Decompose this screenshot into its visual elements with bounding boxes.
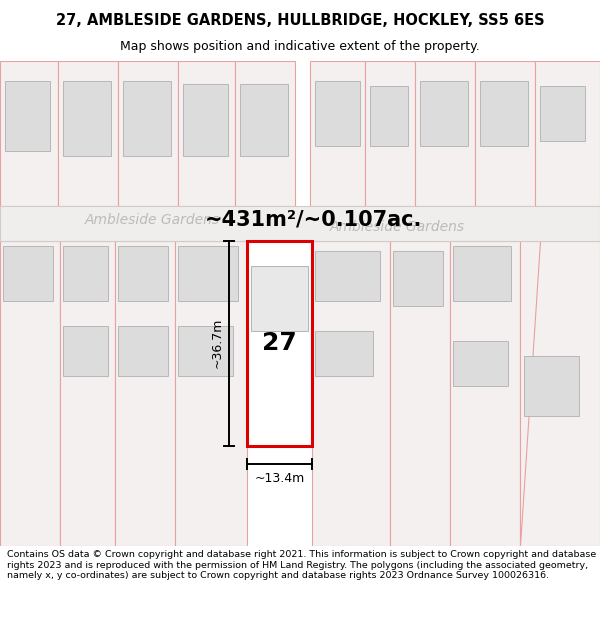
Bar (183, 84, 228, 156)
Bar (178, 246, 238, 301)
Text: ~36.7m: ~36.7m (211, 318, 224, 368)
Bar (520, 241, 600, 546)
Text: ~13.4m: ~13.4m (254, 472, 305, 484)
Bar (63, 81, 111, 156)
Bar (58, 61, 118, 206)
Bar (453, 246, 511, 301)
Bar (0, 241, 60, 546)
Bar (450, 241, 520, 546)
Bar (535, 61, 600, 206)
Polygon shape (520, 241, 600, 546)
Bar (393, 251, 443, 306)
Bar (370, 86, 408, 146)
Text: Ambleside Gardens: Ambleside Gardens (85, 213, 220, 227)
Bar (247, 241, 312, 446)
Bar (415, 61, 475, 206)
Bar (310, 61, 365, 206)
Bar (123, 81, 171, 156)
Bar (251, 266, 308, 331)
Bar (315, 331, 373, 376)
Bar (118, 326, 168, 376)
Bar (312, 241, 390, 546)
Bar (118, 61, 178, 206)
Bar (365, 61, 415, 206)
Bar (390, 241, 450, 546)
Bar (5, 81, 50, 151)
Bar (0, 206, 600, 241)
Bar (178, 61, 235, 206)
Bar (178, 326, 233, 376)
Bar (420, 81, 468, 146)
Bar (315, 81, 360, 146)
Text: Ambleside Gardens: Ambleside Gardens (330, 220, 465, 234)
Bar (63, 246, 108, 301)
Text: ~431m²/~0.107ac.: ~431m²/~0.107ac. (205, 209, 422, 229)
Bar (475, 61, 535, 206)
Bar (235, 61, 295, 206)
Text: 27, AMBLESIDE GARDENS, HULLBRIDGE, HOCKLEY, SS5 6ES: 27, AMBLESIDE GARDENS, HULLBRIDGE, HOCKL… (56, 13, 544, 28)
Bar (63, 326, 108, 376)
Text: Map shows position and indicative extent of the property.: Map shows position and indicative extent… (120, 41, 480, 53)
Bar (453, 341, 508, 386)
Bar (118, 246, 168, 301)
Text: Contains OS data © Crown copyright and database right 2021. This information is : Contains OS data © Crown copyright and d… (7, 550, 596, 580)
Bar (540, 86, 585, 141)
Bar (240, 84, 288, 156)
Bar (0, 61, 58, 206)
Bar (60, 241, 115, 546)
Bar (3, 246, 53, 301)
Text: 27: 27 (262, 331, 297, 355)
Bar (524, 356, 579, 416)
Bar (480, 81, 528, 146)
Bar (175, 241, 247, 546)
Bar (115, 241, 175, 546)
Bar (315, 251, 380, 301)
